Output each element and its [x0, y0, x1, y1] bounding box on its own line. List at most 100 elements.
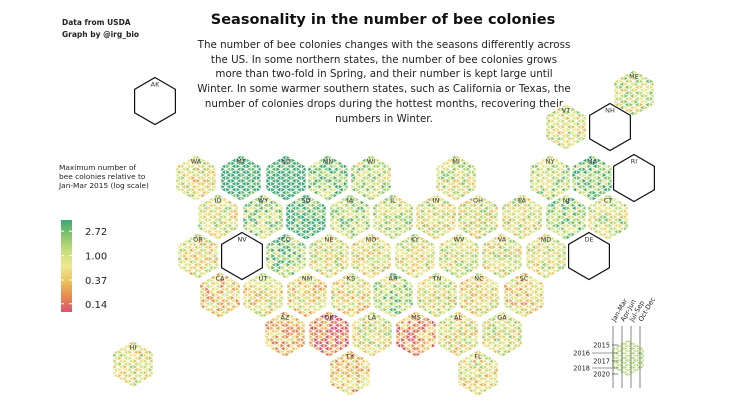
hex-border: [306, 153, 350, 203]
state-label: OK: [324, 313, 334, 321]
state-label: WV: [454, 235, 465, 243]
key-year-label: 2020: [593, 371, 610, 379]
state-hex-ok: OK: [307, 309, 351, 359]
state-hex-ny: NY: [528, 153, 572, 203]
state-label: GA: [497, 313, 507, 321]
state-hex-hi: HI: [111, 339, 155, 389]
state-label: PA: [518, 196, 527, 204]
state-label: NV: [237, 235, 247, 243]
state-label: CO: [281, 235, 291, 243]
state-label: MA: [587, 157, 598, 165]
state-hex-ri: RI: [612, 153, 656, 203]
state-hex-wv: WV: [437, 231, 481, 281]
state-hex-ia: IA: [328, 192, 372, 242]
state-hex-la: LA: [350, 309, 394, 359]
state-hex-mn: MN: [306, 153, 350, 203]
legend-tick-label: 0.37: [85, 276, 107, 287]
hex-border: [612, 68, 656, 118]
state-label: CA: [216, 274, 226, 282]
state-hex-il: IL: [371, 192, 415, 242]
state-label: MD: [541, 235, 552, 243]
state-label: AK: [151, 80, 160, 88]
state-label: SD: [301, 196, 310, 204]
state-label: VA: [498, 235, 507, 243]
state-label: OR: [193, 235, 203, 243]
state-label: CT: [604, 196, 613, 204]
state-label: KS: [347, 274, 355, 282]
state-hex-ak: AK: [134, 76, 176, 126]
state-hex-wy: WY: [241, 192, 285, 242]
state-hex-ma: MA: [570, 153, 614, 203]
state-label: AL: [454, 313, 462, 321]
state-hex-nv: NV: [221, 231, 263, 281]
state-label: KY: [411, 235, 419, 243]
hex-border: [349, 153, 393, 203]
state-label: FL: [474, 352, 482, 360]
state-label: NJ: [563, 196, 570, 204]
hex-border: [241, 192, 285, 242]
state-label: LA: [368, 313, 377, 321]
empty-hex: [134, 76, 176, 126]
state-label: MT: [236, 157, 246, 165]
state-label: TX: [345, 352, 355, 360]
state-label: MN: [323, 157, 334, 165]
state-hex-mt: MT: [219, 153, 263, 203]
state-label: DE: [584, 235, 593, 243]
state-hex-wi: WI: [349, 153, 393, 203]
state-label: ME: [629, 72, 639, 80]
time-key: 20152016201720182020Jan-MarApr-JunJul-Se…: [573, 296, 657, 388]
state-label: IN: [433, 196, 440, 204]
state-label: MI: [452, 157, 460, 165]
state-label: ID: [215, 196, 222, 204]
state-hex-id: ID: [196, 192, 240, 242]
state-hex-mi: MI: [434, 153, 478, 203]
hex-border: [284, 192, 328, 242]
state-hex-in: IN: [414, 192, 458, 242]
state-label: WA: [191, 157, 202, 165]
key-year-label: 2015: [593, 342, 610, 350]
empty-hex: [588, 102, 632, 152]
key-year-label: 2018: [573, 365, 590, 373]
state-label: WY: [258, 196, 268, 204]
state-hex-tn: TN: [415, 270, 459, 320]
legend-colorbar: [61, 220, 72, 312]
hex-border: [328, 192, 372, 242]
color-legend: 2.72 1.00 0.37 0.14: [61, 220, 107, 312]
state-label: RI: [631, 157, 638, 165]
state-hex-sc: SC: [502, 270, 546, 320]
hex-border: [528, 153, 572, 203]
state-hex-sd: SD: [284, 192, 328, 242]
state-hex-ms: MS: [394, 309, 438, 359]
state-label: TN: [432, 274, 442, 282]
state-hex-ar: AR: [371, 270, 415, 320]
hex-border: [434, 153, 478, 203]
state-label: ND: [281, 157, 291, 165]
legend-title: Maximum number of bee colonies relative …: [59, 163, 149, 190]
state-hex-nh: NH: [588, 102, 632, 152]
state-label: HI: [130, 343, 137, 351]
legend-tick-label: 1.00: [85, 252, 107, 263]
state-hex-wa: WA: [174, 153, 218, 203]
hex-border: [174, 153, 218, 203]
legend-tick-label: 0.14: [85, 300, 107, 311]
hex-border: [544, 102, 588, 152]
state-hex-ks: KS: [329, 270, 373, 320]
state-label: AR: [389, 274, 398, 282]
state-label: NE: [325, 235, 334, 243]
state-hex-ut: UT: [241, 270, 285, 320]
state-label: IL: [390, 196, 396, 204]
hex-border: [196, 192, 240, 242]
state-hex-al: AL: [436, 309, 480, 359]
credits: Data from USDA Graph by @irg_bio: [62, 17, 139, 41]
state-hex-va: VA: [480, 231, 524, 281]
state-label: WI: [367, 157, 375, 165]
empty-hex: [612, 153, 656, 203]
state-hex-nm: NM: [285, 270, 329, 320]
hex-border: [264, 153, 308, 203]
hex-border: [414, 192, 458, 242]
chart-title: Seasonality in the number of bee colonie…: [210, 12, 556, 28]
state-label: NM: [302, 274, 312, 282]
state-hex-vt: VT: [544, 102, 588, 152]
legend-tick-label: 2.72: [85, 227, 107, 238]
credits-author: Graph by @irg_bio: [62, 30, 140, 39]
